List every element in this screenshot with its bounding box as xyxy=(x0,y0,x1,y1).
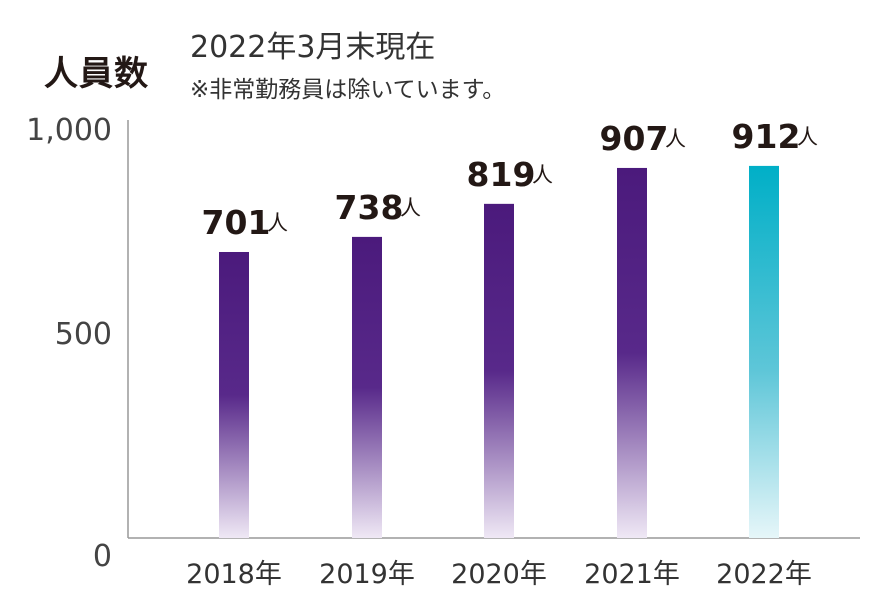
bar xyxy=(617,167,647,538)
data-label: 907 xyxy=(600,119,669,158)
y-tick-label: 1,000 xyxy=(26,113,112,148)
bar xyxy=(749,165,779,539)
chart-title: 人員数 xyxy=(44,54,149,94)
unit-label: 人 xyxy=(665,127,686,151)
y-tick-label: 500 xyxy=(55,317,112,352)
x-tick-label: 2019年 xyxy=(319,559,415,590)
bar xyxy=(484,203,514,538)
x-tick-label: 2018年 xyxy=(186,559,282,590)
unit-label: 人 xyxy=(267,211,288,235)
chart-subtitle: 2022年3月末現在 xyxy=(190,30,436,65)
y-tick-label: 0 xyxy=(93,539,112,574)
unit-label: 人 xyxy=(532,163,553,187)
data-label: 701 xyxy=(202,203,271,242)
data-label: 819 xyxy=(467,155,536,194)
data-label: 912 xyxy=(732,117,801,156)
data-label: 738 xyxy=(335,188,404,227)
unit-label: 人 xyxy=(400,196,421,220)
unit-label: 人 xyxy=(797,125,818,149)
x-tick-label: 2022年 xyxy=(716,559,812,590)
x-tick-label: 2021年 xyxy=(584,559,680,590)
bar xyxy=(352,236,382,538)
bar xyxy=(219,251,249,538)
x-tick-label: 2020年 xyxy=(451,559,547,590)
chart-note: ※非常勤務員は除いています。 xyxy=(190,77,506,103)
